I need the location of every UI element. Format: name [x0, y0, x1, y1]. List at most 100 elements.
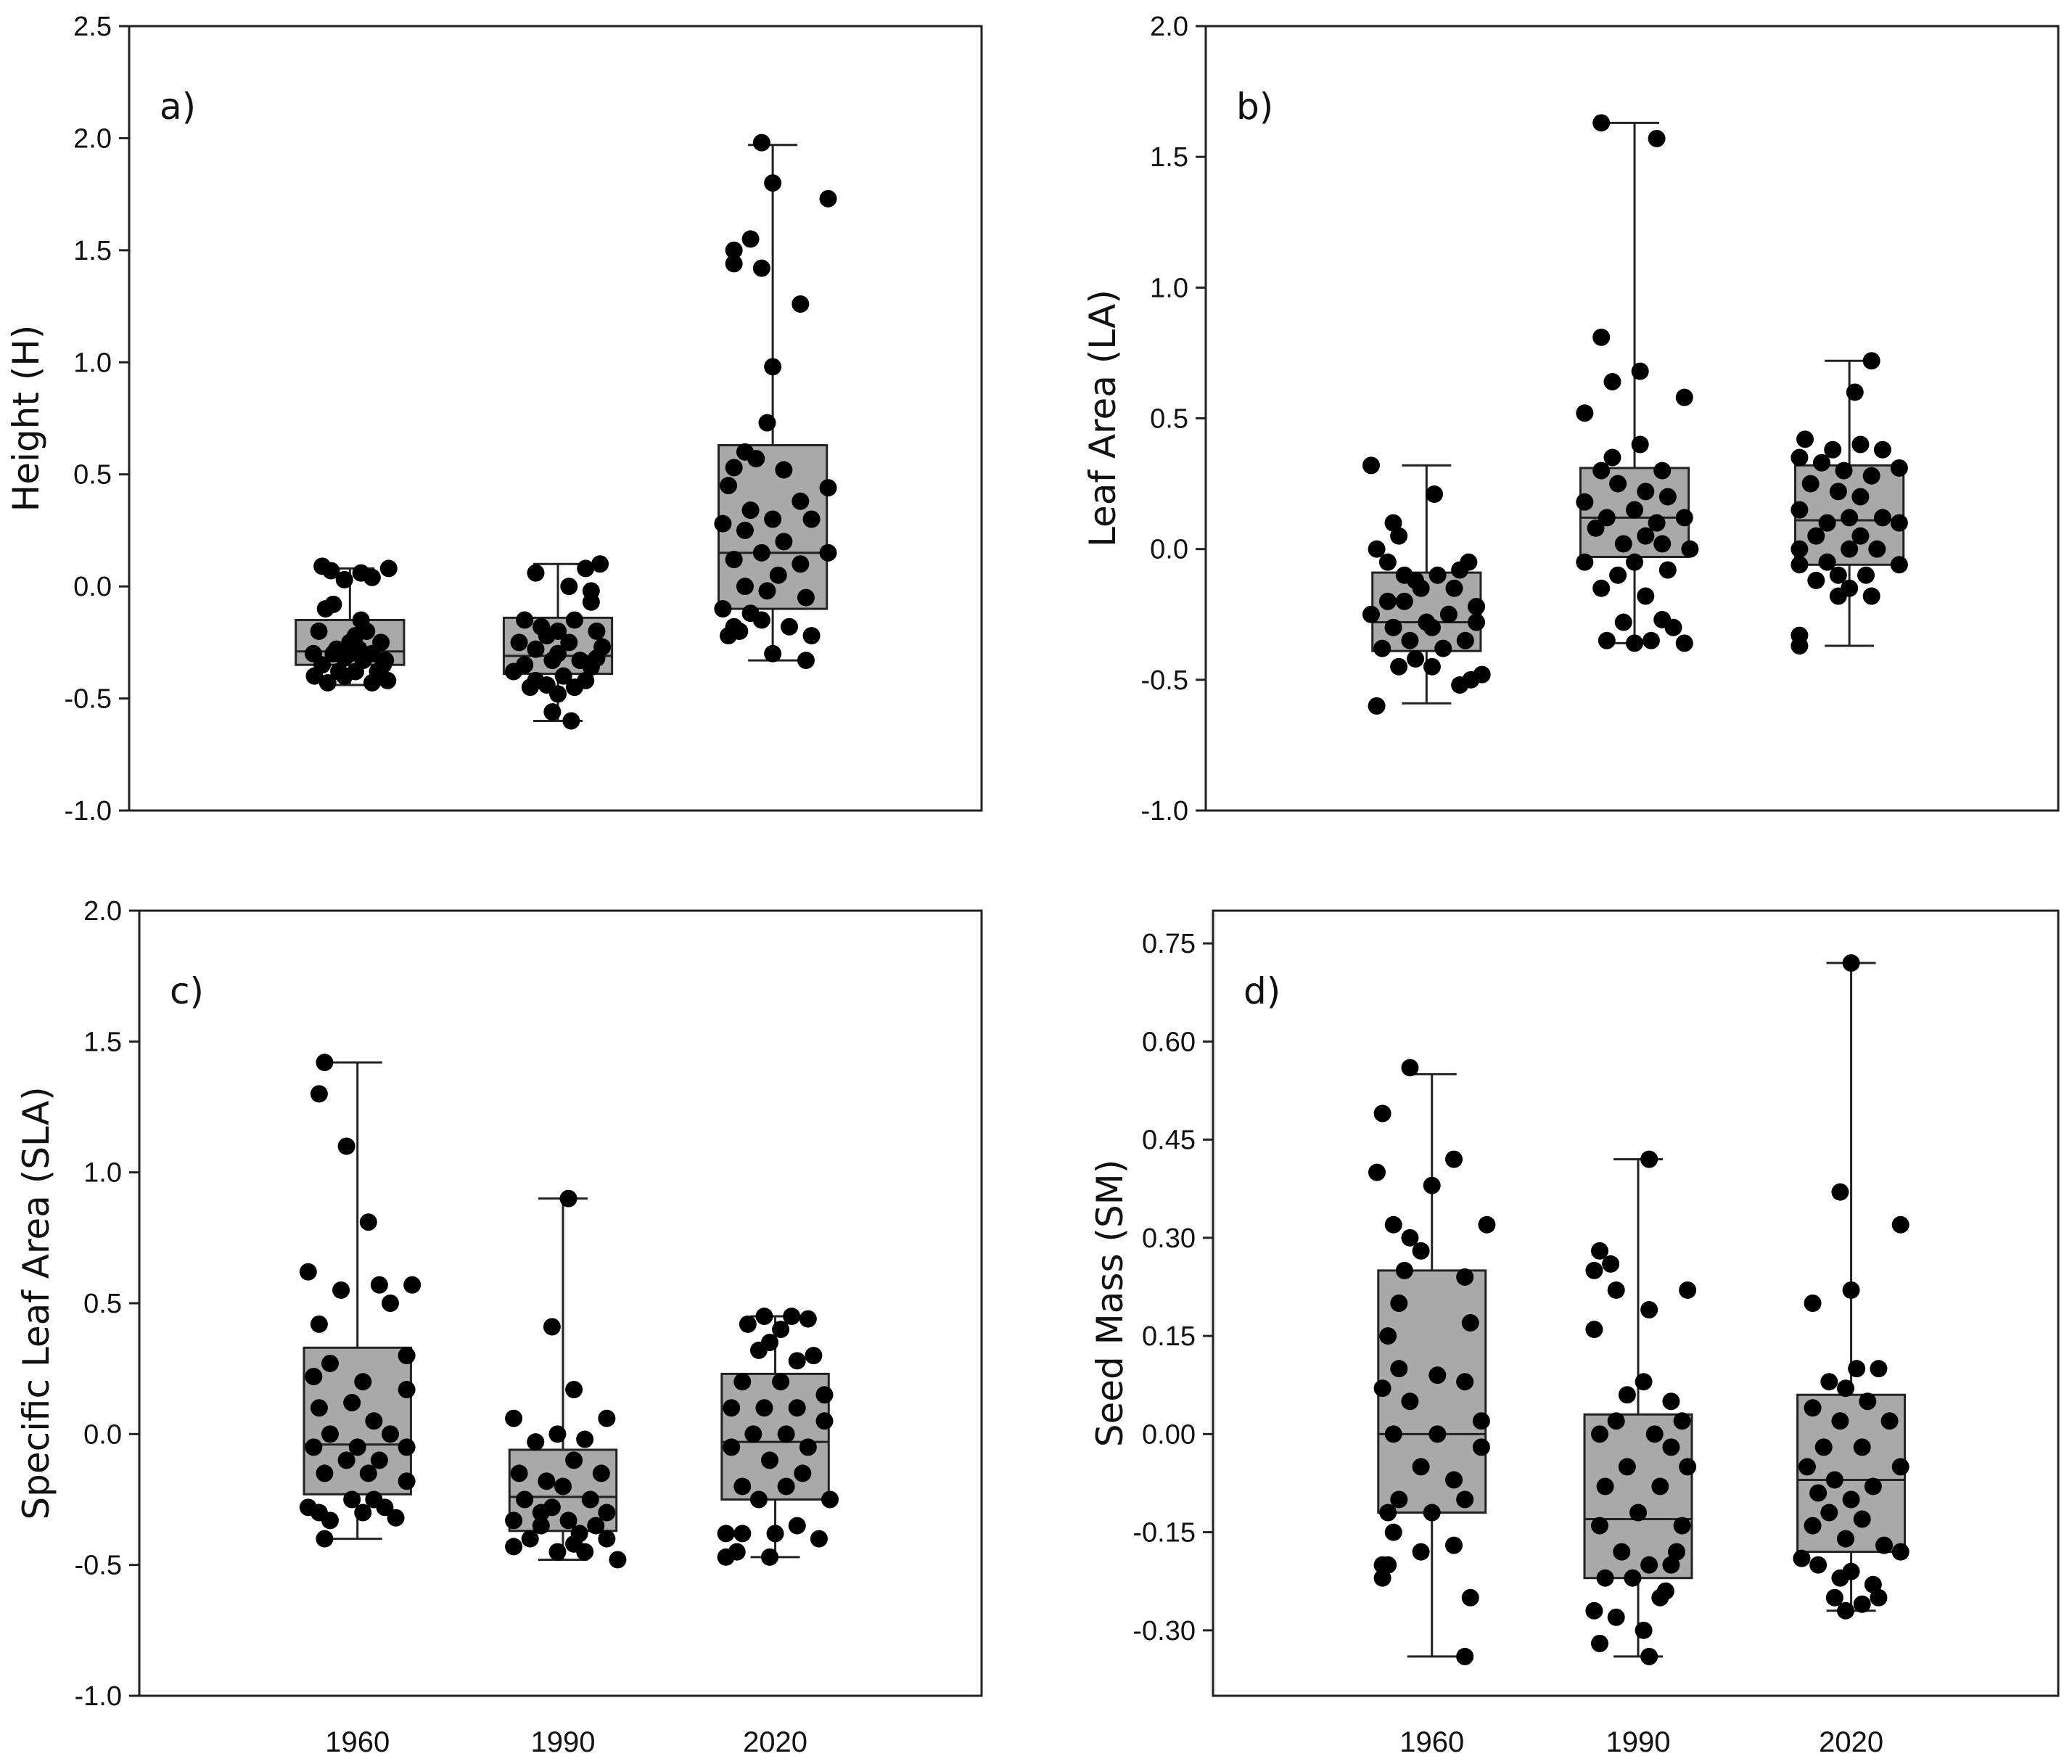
y-tick-label: -0.15 [1132, 1518, 1196, 1548]
data-point [1791, 556, 1809, 574]
data-point [359, 1213, 377, 1231]
data-point [775, 461, 793, 479]
panel-a: 2.5 2.0 1.5 1.0 0.5 0.0 -0.5 -1.0 Height (H) a) [5, 12, 983, 826]
data-point [739, 1315, 757, 1333]
data-point [554, 1477, 572, 1496]
data-point [1846, 383, 1864, 401]
data-point [1675, 634, 1693, 652]
data-point [1791, 540, 1809, 558]
data-point [588, 622, 606, 640]
data-point [755, 1308, 773, 1326]
box-2020 [718, 144, 829, 662]
data-point [588, 649, 606, 667]
data-point [321, 1354, 339, 1372]
data-point [549, 685, 567, 703]
data-point [505, 1409, 523, 1427]
data-point [1434, 639, 1452, 657]
data-point [335, 667, 353, 685]
y-tick-label: 0.00 [1142, 1419, 1196, 1450]
data-point [343, 1490, 361, 1509]
data-point [1812, 454, 1830, 472]
data-point [741, 501, 760, 520]
data-point [1456, 1490, 1474, 1509]
points-1960 [304, 557, 398, 692]
data-point [725, 255, 743, 273]
data-point [560, 578, 578, 596]
data-point [559, 1511, 577, 1530]
data-point [538, 1472, 556, 1490]
data-point [1428, 566, 1447, 584]
data-point [322, 562, 340, 580]
data-point [777, 1425, 795, 1443]
data-point [1609, 566, 1627, 584]
y-tick-label: 0.0 [83, 1419, 122, 1450]
data-point [1825, 1471, 1843, 1489]
y-tick-label: 1.0 [1150, 273, 1188, 303]
data-point [1664, 618, 1682, 636]
data-point [1862, 467, 1880, 485]
data-point [794, 1464, 812, 1482]
y-tick-label: 2.5 [73, 12, 112, 42]
data-point [510, 633, 528, 652]
data-point [532, 1503, 550, 1522]
data-point [1825, 1588, 1843, 1607]
data-point [1662, 1438, 1680, 1456]
data-point [1428, 1366, 1447, 1384]
data-point [370, 1276, 388, 1294]
data-point [1793, 1549, 1811, 1567]
data-point [352, 611, 370, 629]
data-point [1390, 657, 1408, 676]
data-point [1439, 605, 1458, 623]
data-point [403, 1276, 422, 1294]
data-point [772, 1373, 790, 1391]
data-point [1831, 1412, 1849, 1430]
data-point [752, 134, 770, 152]
data-point [543, 1318, 561, 1336]
data-point [764, 358, 782, 376]
data-point [1585, 1321, 1603, 1339]
data-point [1576, 553, 1594, 571]
data-point [1456, 1647, 1474, 1665]
data-point [792, 492, 810, 510]
data-point [815, 1386, 834, 1404]
data-point [815, 1412, 834, 1430]
data-point [1824, 440, 1842, 459]
y-tick-label: -0.5 [75, 1551, 122, 1581]
data-point [1461, 1588, 1479, 1607]
data-point [1637, 527, 1655, 545]
data-point [582, 593, 600, 611]
data-point [337, 1451, 355, 1469]
y-tick-label: 0.0 [73, 572, 112, 602]
data-point [1851, 488, 1870, 506]
data-point [516, 1490, 534, 1509]
data-point [337, 1137, 355, 1155]
data-point [1864, 1575, 1882, 1593]
data-point [1873, 509, 1891, 527]
points-1990 [1576, 114, 1699, 652]
data-point [1841, 509, 1859, 527]
data-point [1658, 561, 1677, 579]
data-point [1873, 440, 1891, 459]
data-point [1837, 1530, 1855, 1548]
data-point [1870, 1588, 1888, 1607]
data-point [1401, 1392, 1419, 1411]
data-point [1592, 328, 1611, 346]
data-point [720, 477, 738, 495]
data-point [1891, 1543, 1909, 1561]
data-point [788, 1399, 806, 1417]
data-point [1653, 461, 1672, 480]
data-point [1640, 1150, 1658, 1168]
data-point [1631, 362, 1649, 380]
data-point [1653, 535, 1672, 553]
data-point [1613, 1543, 1631, 1561]
data-point [559, 1189, 577, 1207]
y-tick-label: 0.15 [1142, 1321, 1196, 1352]
data-point [758, 414, 776, 432]
data-point [332, 1281, 350, 1299]
data-point [598, 1530, 616, 1548]
data-point [1859, 1392, 1877, 1411]
data-point [1412, 1543, 1430, 1561]
data-point [1445, 1150, 1463, 1168]
data-point [348, 1438, 366, 1456]
plot-frame [1204, 25, 2060, 812]
